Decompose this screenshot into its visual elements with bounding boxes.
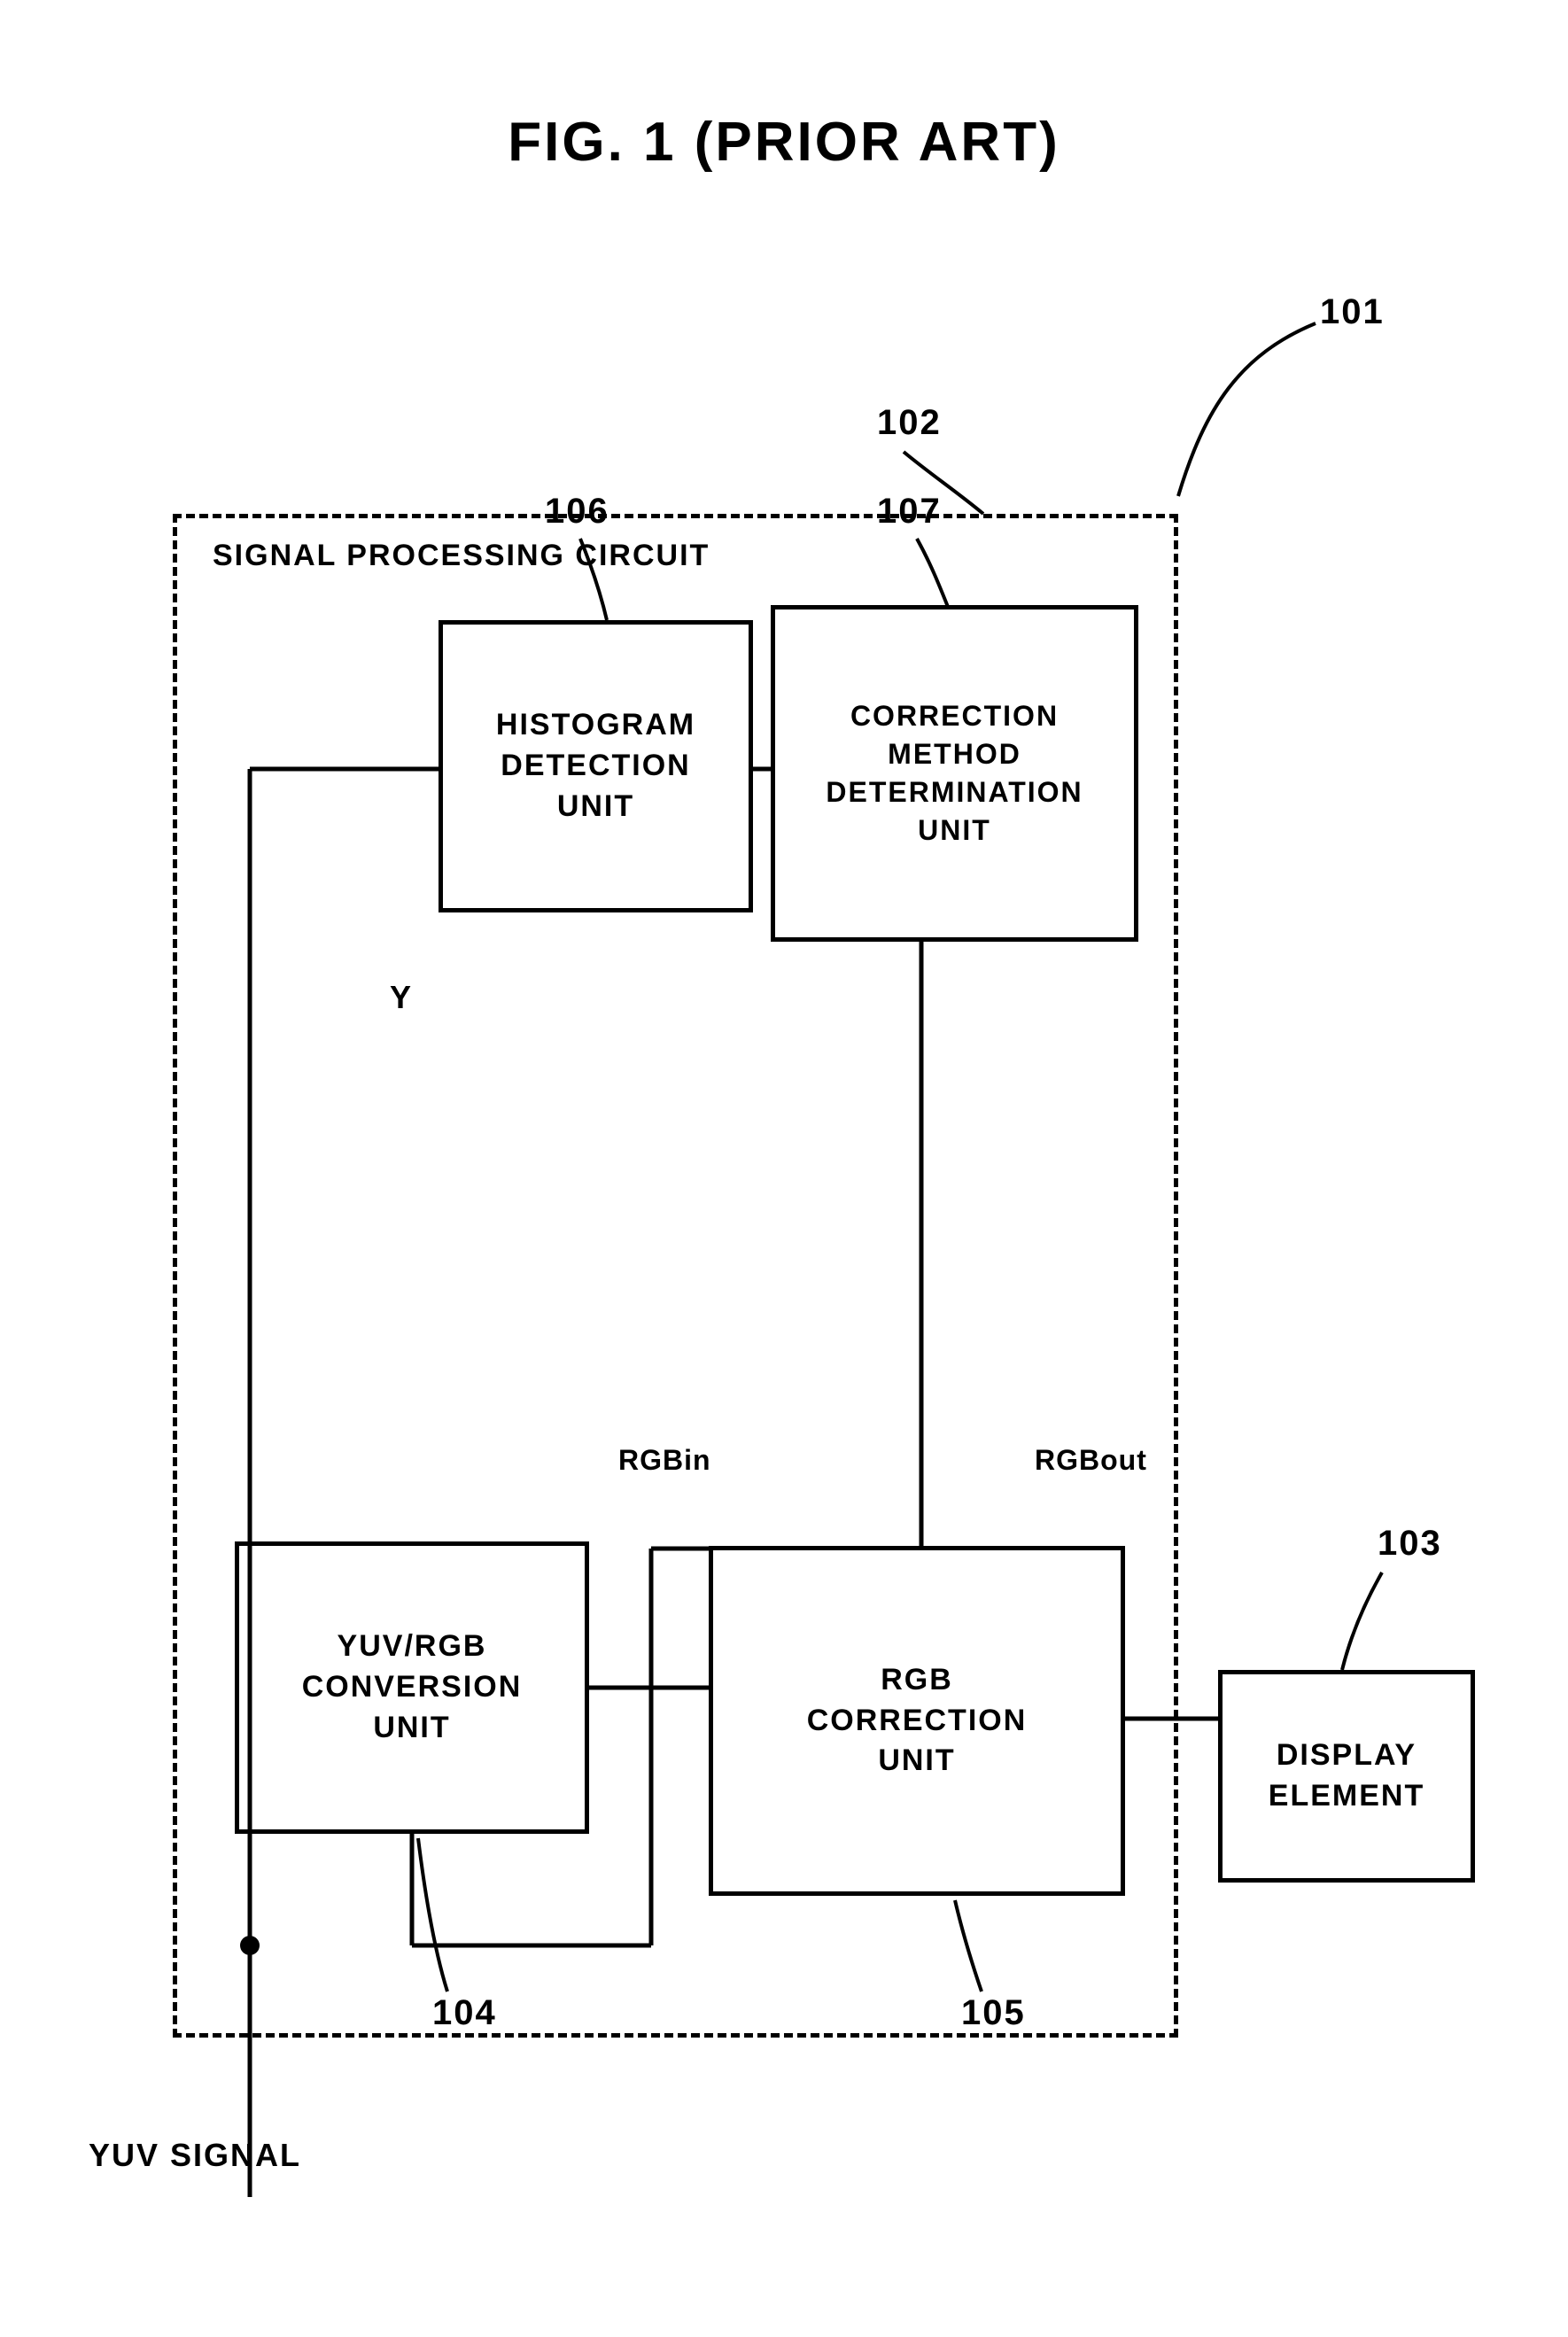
hist-line1: HISTOGRAM — [496, 705, 695, 746]
signal-processing-circuit-label: SIGNAL PROCESSING CIRCUIT — [213, 539, 710, 573]
display-element: DISPLAY ELEMENT — [1218, 1670, 1475, 1883]
hist-line3: UNIT — [496, 787, 695, 827]
disp-line1: DISPLAY — [1269, 1735, 1424, 1776]
hist-line2: DETECTION — [496, 746, 695, 787]
figure-title: FIG. 1 (PRIOR ART) — [372, 111, 1196, 174]
rgbout-label: RGBout — [1035, 1444, 1147, 1477]
rgbin-label: RGBin — [618, 1444, 711, 1477]
histogram-detection-unit: HISTOGRAM DETECTION UNIT — [439, 620, 753, 912]
ref-101: 101 — [1320, 292, 1385, 332]
cm-line3: DETERMINATION — [826, 773, 1083, 811]
rgb-correction-unit: RGB CORRECTION UNIT — [709, 1546, 1125, 1896]
yuv-rgb-line2: CONVERSION — [302, 1667, 523, 1708]
correction-method-determination-unit: CORRECTION METHOD DETERMINATION UNIT — [771, 605, 1138, 942]
y-label: Y — [390, 979, 412, 1016]
cm-line4: UNIT — [826, 811, 1083, 850]
cm-line2: METHOD — [826, 735, 1083, 773]
ref-102: 102 — [877, 403, 942, 443]
cm-line1: CORRECTION — [826, 697, 1083, 735]
yuv-signal-label: YUV SIGNAL — [89, 2137, 301, 2174]
junction-dot — [240, 1936, 260, 1955]
yuv-rgb-conversion-unit: YUV/RGB CONVERSION UNIT — [235, 1541, 589, 1834]
yuv-rgb-line3: UNIT — [302, 1708, 523, 1749]
rgbc-line1: RGB — [807, 1660, 1028, 1701]
ref-103: 103 — [1378, 1524, 1442, 1564]
rgbc-line3: UNIT — [807, 1741, 1028, 1782]
ref-104: 104 — [432, 1993, 497, 2033]
ref-105: 105 — [961, 1993, 1026, 2033]
rgbc-line2: CORRECTION — [807, 1701, 1028, 1742]
ref-107: 107 — [877, 492, 942, 532]
disp-line2: ELEMENT — [1269, 1776, 1424, 1817]
ref-106: 106 — [545, 492, 609, 532]
yuv-rgb-line1: YUV/RGB — [302, 1627, 523, 1667]
